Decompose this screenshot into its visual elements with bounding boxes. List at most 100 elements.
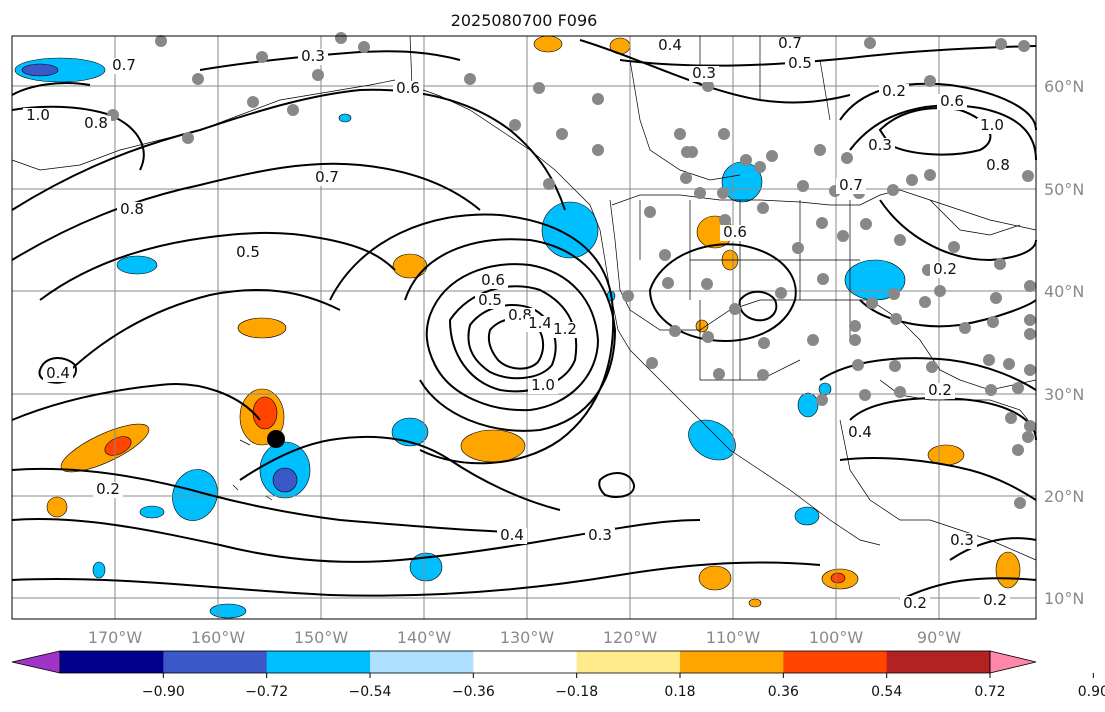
station-dot [719,214,731,226]
anomaly-patch [392,253,428,279]
contour-label: 0.3 [588,526,612,544]
contour-label-bg [23,108,53,124]
station-dot [694,187,706,199]
colorbar-tick-label: −0.54 [349,684,392,700]
station-dot [890,313,902,325]
station-dot [680,172,692,184]
station-dot [592,144,604,156]
contour-label: 0.4 [500,526,524,544]
contour-label: 0.3 [692,64,716,82]
station-dot [182,132,194,144]
contour-label: 0.3 [868,136,892,154]
station-dot [816,217,828,229]
colorbar-tick-label: −0.90 [142,684,185,700]
map-panel: 0.3 0.7 0.8 1.0 0.6 0.7 0.8 0.5 0.4 0.2 0.6 0.5 0.8 1… [11,32,1037,620]
station-dot [985,384,997,396]
contour-label-bg [836,178,866,194]
lat-label: 50°N [1044,180,1084,199]
contour-label: 1.4 [528,314,552,332]
contour-label-bg [775,36,805,52]
contour-label-bg [298,49,328,65]
contour-label-bg [937,94,967,110]
lat-label: 60°N [1044,77,1084,96]
colorbar-segment [266,651,371,673]
contour-label: 0.2 [933,260,957,278]
lon-label: 100°W [809,628,864,647]
station-dot [644,206,656,218]
contour-label-bg [497,528,527,544]
station-dot [533,82,545,94]
lon-label: 110°W [706,628,761,647]
station-dot [287,104,299,116]
anomaly-patch [92,561,106,579]
anomaly-patch [139,505,165,519]
contour-label-bg [109,58,139,74]
contour-line [598,472,635,498]
anomaly-patch [460,429,526,463]
contour-line [899,577,1037,601]
contour-label-bg [43,366,73,382]
station-dot [729,303,741,315]
contour-label-bg [689,66,719,82]
station-dot [464,73,476,85]
anomaly-patch [797,392,819,418]
contour-label: 0.8 [84,114,108,132]
contour-label: 0.7 [839,176,863,194]
anomaly-fills [14,35,1021,619]
contour-label: 0.6 [481,271,505,289]
station-dot [995,38,1007,50]
contour-line [39,231,396,301]
station-dot [758,337,770,349]
colorbar-tick-label: 0.18 [664,684,695,700]
colorbar-segment [473,651,578,673]
contour-line [329,213,615,465]
lon-label: 90°W [917,628,961,647]
contour-line [839,82,1037,131]
contour-label: 1.0 [980,116,1004,134]
station-dot [919,296,931,308]
station-dot [1024,328,1036,340]
anomaly-patch [209,603,247,619]
lon-label: 140°W [397,628,452,647]
colorbar-tick-label: −0.72 [245,684,288,700]
contour-line [11,561,821,597]
colorbar-segment [163,651,268,673]
station-dot [659,249,671,261]
station-dot [797,180,809,192]
station-dot [864,37,876,49]
contour-label: 0.2 [96,480,120,498]
contour-line [579,39,851,104]
coastline [611,189,1037,231]
contour-label-bg [865,138,895,154]
station-dot [994,258,1006,270]
contour-line [199,50,461,71]
station-dot [1014,497,1026,509]
coastline [409,35,881,546]
station-dot [1024,314,1036,326]
coastline [629,59,741,181]
station-dot [192,73,204,85]
longitude-labels: 170°W 160°W 150°W 140°W 130°W 120°W 110°W 100°W… [88,628,961,647]
anomaly-patch [338,113,352,123]
station-dot [358,41,370,53]
station-dot [509,119,521,131]
contour-label: 0.4 [848,423,872,441]
anomaly-patch [794,506,820,526]
colorbar-extend-max [989,650,1037,674]
station-dot [669,325,681,337]
colorbar-segment [60,651,164,673]
contour-line [467,304,557,380]
colorbar-tick-label: 0.90 [1078,684,1105,700]
station-dot [718,128,730,140]
lat-label: 20°N [1044,487,1084,506]
contour-label-bg [655,38,685,54]
station-dot [713,368,725,380]
contour-label-bg [312,170,342,186]
station-dot [1012,382,1024,394]
station-dot [775,287,787,299]
map-title: 2025080700 F096 [451,11,598,30]
anomaly-patch [818,382,832,396]
station-dot [1018,40,1030,52]
colorbar-segment [680,651,784,673]
